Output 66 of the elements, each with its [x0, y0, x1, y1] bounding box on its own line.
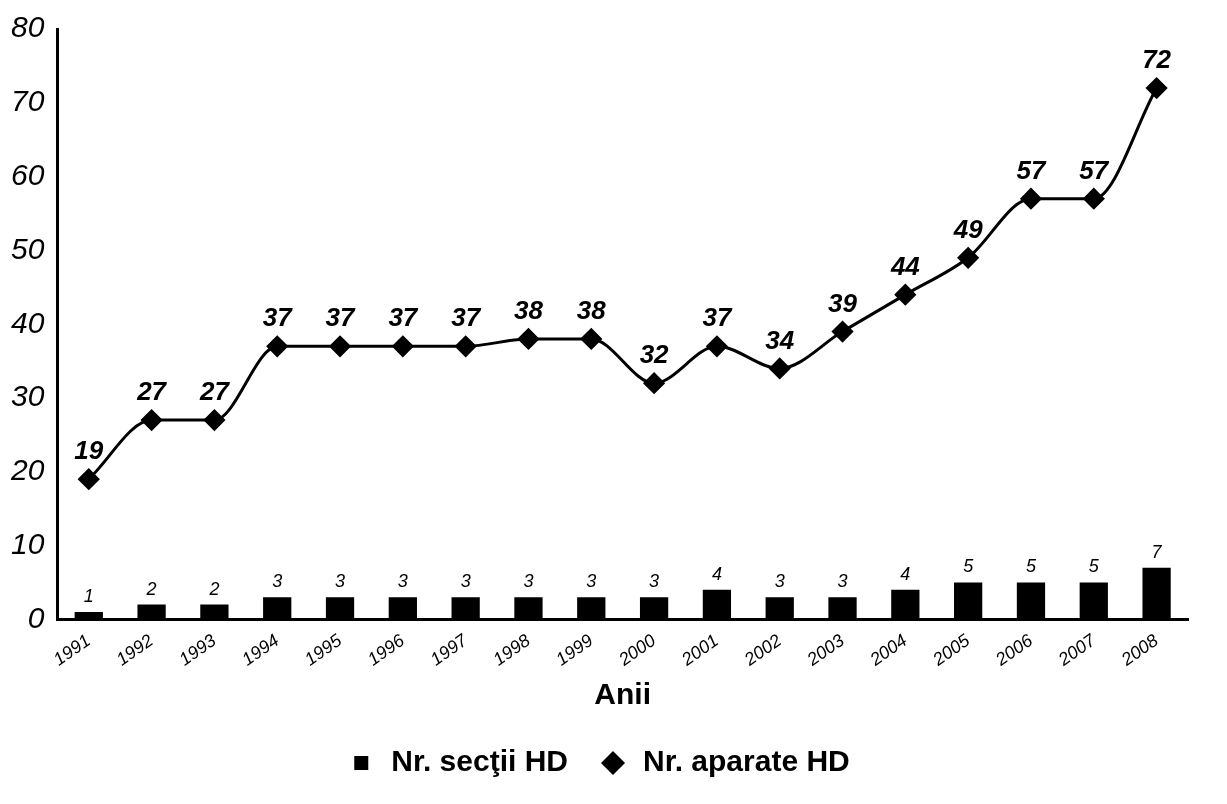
- data-label: 3: [335, 571, 346, 592]
- data-label: 3: [460, 571, 471, 592]
- point: [706, 335, 728, 357]
- point: [957, 247, 979, 269]
- data-label: 49: [952, 213, 984, 244]
- data-label: 1: [83, 585, 94, 606]
- data-label: 37: [325, 302, 357, 333]
- data-label: 3: [397, 571, 408, 592]
- data-label: 39: [828, 287, 858, 318]
- data-label: 3: [272, 571, 283, 592]
- data-label: 34: [765, 324, 795, 355]
- data-label: 2: [208, 578, 220, 599]
- point: [580, 328, 602, 350]
- point: [769, 357, 791, 379]
- data-label: 27: [198, 376, 231, 407]
- data-label: 4: [711, 563, 722, 584]
- point: [517, 328, 539, 350]
- point: [1020, 188, 1042, 210]
- data-label: 3: [586, 571, 597, 592]
- data-label: 38: [514, 295, 544, 326]
- data-label: 57: [1079, 154, 1110, 185]
- y-tick-label: 70: [10, 84, 45, 118]
- data-label: 37: [262, 302, 294, 333]
- legend-label: Nr. secţii HD: [391, 744, 568, 778]
- data-label: 57: [1016, 154, 1047, 185]
- data-label: 2: [145, 578, 157, 599]
- data-label: 37: [451, 302, 482, 333]
- y-tick-label: 0: [27, 600, 45, 634]
- point: [1146, 77, 1168, 99]
- data-label: 38: [576, 295, 607, 326]
- y-tick-label: 40: [10, 305, 45, 339]
- point: [392, 335, 414, 357]
- y-tick-label: 30: [10, 379, 45, 413]
- point: [832, 321, 854, 343]
- point: [203, 409, 225, 431]
- data-label: 5: [963, 556, 975, 577]
- point: [329, 335, 351, 357]
- data-label: 72: [1142, 44, 1172, 75]
- y-tick-label: 50: [10, 231, 45, 265]
- data-label: 32: [639, 339, 670, 370]
- data-label: 3: [774, 571, 785, 592]
- point: [1083, 188, 1105, 210]
- y-tick-label: 60: [10, 157, 45, 191]
- point: [141, 409, 163, 431]
- y-tick-label: 20: [9, 453, 45, 487]
- legend-label: Nr. aparate HD: [642, 744, 850, 778]
- point: [455, 335, 477, 357]
- data-label: 37: [702, 302, 733, 333]
- data-label: 44: [889, 250, 921, 281]
- data-label: 37: [388, 302, 419, 333]
- y-tick-label: 80: [10, 10, 45, 44]
- x-axis-title: Anii: [594, 677, 652, 711]
- data-label: 3: [523, 571, 534, 592]
- data-label: 5: [1025, 556, 1037, 577]
- y-tick-label: 10: [10, 526, 45, 560]
- data-label: 7: [1151, 541, 1163, 562]
- data-label: 3: [837, 571, 848, 592]
- point: [78, 468, 100, 490]
- point: [643, 372, 665, 394]
- point: [894, 284, 916, 306]
- data-label: 5: [1088, 556, 1100, 577]
- data-label: 3: [649, 571, 660, 592]
- data-label: 19: [74, 435, 104, 466]
- point: [266, 335, 288, 357]
- data-label: 4: [900, 563, 911, 584]
- data-label: 27: [136, 376, 168, 407]
